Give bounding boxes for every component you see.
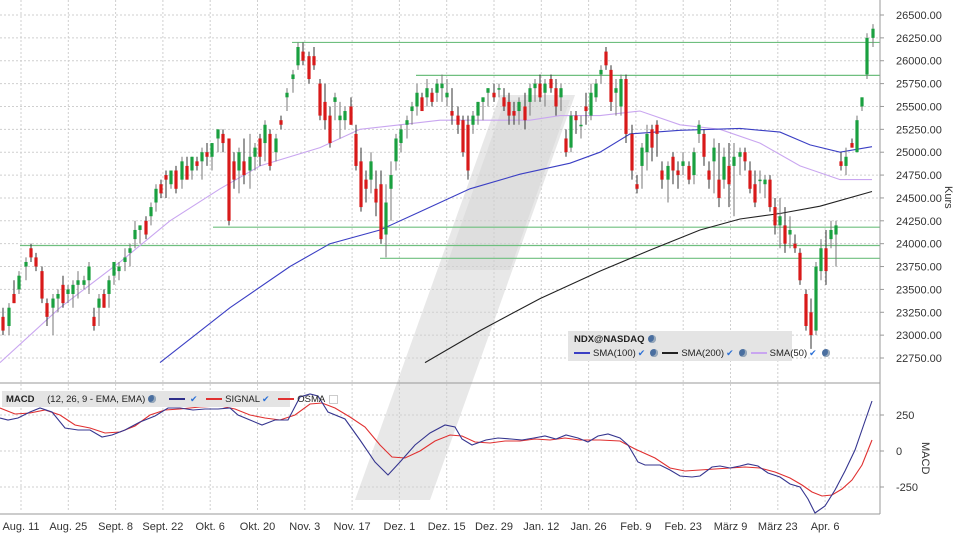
svg-text:26000.00: 26000.00: [896, 56, 942, 68]
svg-text:23750.00: 23750.00: [896, 262, 942, 274]
svg-text:März 23: März 23: [758, 521, 798, 533]
svg-text:Sept. 22: Sept. 22: [142, 521, 183, 533]
svg-text:-250: -250: [896, 482, 918, 494]
svg-text:24250.00: 24250.00: [896, 216, 942, 228]
svg-text:Nov. 3: Nov. 3: [289, 521, 320, 533]
svg-text:25500.00: 25500.00: [896, 101, 942, 113]
svg-text:Feb. 9: Feb. 9: [620, 521, 651, 533]
svg-text:23500.00: 23500.00: [896, 284, 942, 296]
osma-checkbox[interactable]: [329, 394, 339, 404]
svg-text:Jan. 26: Jan. 26: [571, 521, 607, 533]
svg-text:Sept. 8: Sept. 8: [98, 521, 133, 533]
signal-label: SIGNAL: [225, 394, 261, 405]
svg-text:24750.00: 24750.00: [896, 170, 942, 182]
macd-axis-label: MACD: [919, 442, 931, 474]
svg-text:Dez. 29: Dez. 29: [475, 521, 513, 533]
svg-text:26500.00: 26500.00: [896, 10, 942, 22]
osma-label: OSMA: [297, 394, 326, 405]
svg-text:23000.00: 23000.00: [896, 330, 942, 342]
svg-text:Dez. 1: Dez. 1: [384, 521, 416, 533]
main-legend: NDX@NASDAQ SMA(100) ✔ SMA(200) ✔ SMA(50) ✔: [568, 331, 830, 361]
sma200-checkbox[interactable]: ✔: [726, 348, 734, 358]
date-axis: Aug. 11 Aug. 25 Sept. 8 Sept. 22 Okt. 6 Okt. …: [2, 521, 839, 533]
sma100-checkbox[interactable]: ✔: [637, 348, 646, 358]
svg-text:26250.00: 26250.00: [896, 33, 942, 45]
sma50-checkbox[interactable]: ✔: [809, 348, 817, 358]
svg-text:Aug. 11: Aug. 11: [2, 521, 39, 533]
macd-params: (12, 26, 9 - EMA, EMA): [47, 394, 146, 405]
sma50-label: SMA(50): [769, 348, 808, 359]
macd-title: MACD: [6, 394, 35, 405]
sma100-label: SMA(100): [593, 348, 636, 359]
sma200-label: SMA(200): [681, 348, 725, 359]
sma-lines: [0, 110, 873, 364]
svg-text:Feb. 23: Feb. 23: [665, 521, 702, 533]
price-axis: 26500.00 26250.00 26000.00 25750.00 25500.00…: [880, 10, 942, 365]
price-axis-label: Kurs: [942, 186, 954, 209]
svg-text:Okt. 20: Okt. 20: [240, 521, 275, 533]
macd-swatch: [168, 398, 185, 401]
svg-text:0: 0: [896, 446, 902, 458]
osma-swatch: [278, 398, 295, 401]
signal-swatch: [206, 398, 223, 401]
sma200-swatch: [662, 352, 679, 355]
macd-lines: [0, 393, 873, 514]
svg-text:25250.00: 25250.00: [896, 124, 942, 136]
svg-text:Jan. 12: Jan. 12: [523, 521, 559, 533]
signal-checkbox[interactable]: ✔: [262, 394, 270, 404]
svg-text:Nov. 17: Nov. 17: [334, 521, 371, 533]
svg-text:Okt. 6: Okt. 6: [196, 521, 225, 533]
globe-icon[interactable]: [821, 349, 830, 358]
chart-frame: [0, 0, 881, 515]
macd-axis: 250 0 -250: [880, 410, 918, 494]
svg-text:Dez. 15: Dez. 15: [428, 521, 466, 533]
svg-text:22750.00: 22750.00: [896, 353, 942, 365]
svg-text:24500.00: 24500.00: [896, 193, 942, 205]
globe-icon[interactable]: [650, 349, 659, 358]
candlesticks: [1, 24, 875, 349]
macd-legend: MACD (12, 26, 9 - EMA, EMA) ✔ SIGNAL ✔ OS…: [2, 391, 339, 407]
sma100-swatch: [574, 352, 590, 355]
svg-text:25000.00: 25000.00: [896, 147, 942, 159]
svg-text:März 9: März 9: [714, 521, 748, 533]
svg-text:Aug. 25: Aug. 25: [49, 521, 87, 533]
globe-icon[interactable]: [738, 349, 747, 358]
svg-text:23250.00: 23250.00: [896, 307, 942, 319]
horizontal-support-lines: [20, 41, 880, 259]
sma50-swatch: [750, 352, 767, 355]
svg-text:250: 250: [896, 410, 914, 422]
globe-icon[interactable]: [647, 335, 656, 344]
svg-text:24000.00: 24000.00: [896, 239, 942, 251]
svg-text:25750.00: 25750.00: [896, 79, 942, 91]
svg-text:Apr. 6: Apr. 6: [811, 521, 840, 533]
instrument-title: NDX@NASDAQ: [574, 334, 645, 345]
macd-checkbox[interactable]: ✔: [189, 394, 198, 404]
globe-icon[interactable]: [148, 395, 157, 404]
